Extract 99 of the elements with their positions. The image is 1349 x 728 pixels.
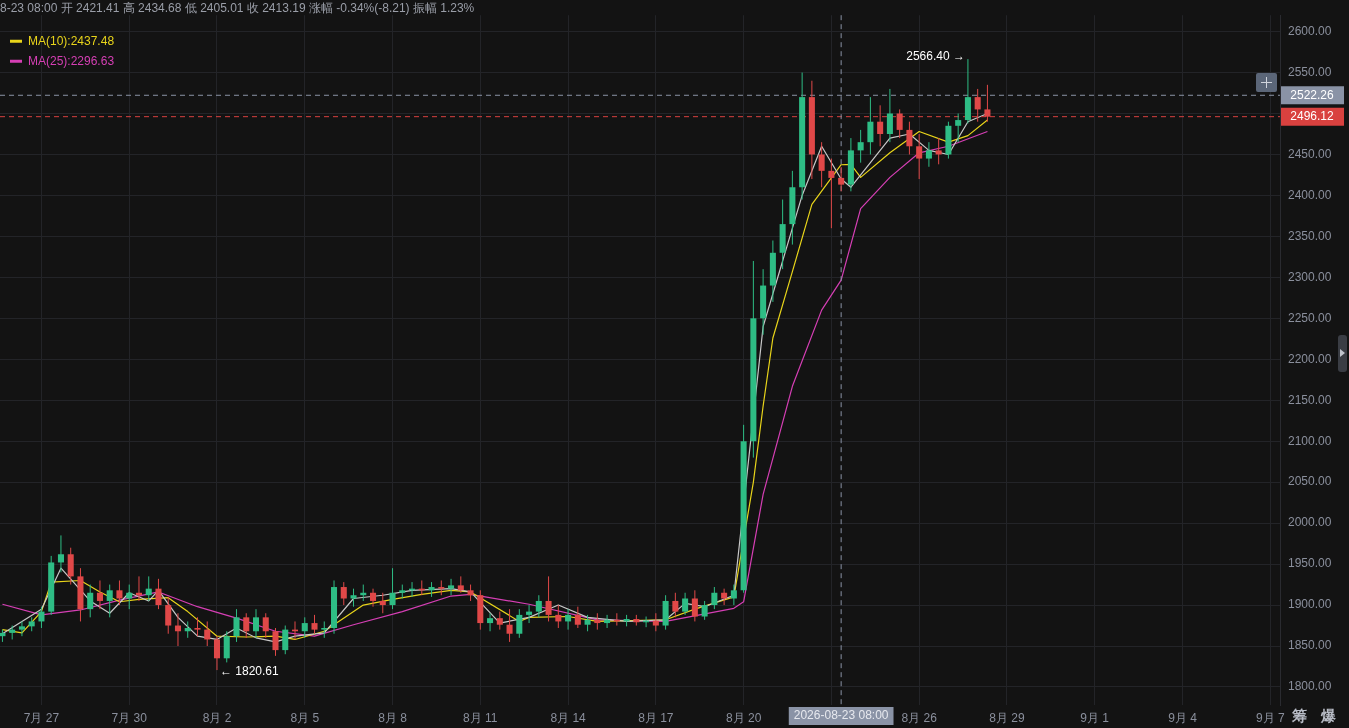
annotation: 2566.40 → <box>906 49 965 64</box>
candlestick <box>204 620 211 647</box>
candlestick <box>262 612 269 639</box>
x-tick-label: 9月 7 <box>1255 710 1285 725</box>
candlestick <box>857 129 864 164</box>
candlestick <box>38 606 45 629</box>
candlestick <box>867 96 874 155</box>
candlestick <box>701 600 708 621</box>
x-tick-label: 8月 26 <box>901 710 938 725</box>
x-tick-label: 8月 14 <box>550 710 587 725</box>
y-tick-label: 2600.00 <box>1288 23 1332 38</box>
candlestick <box>672 592 679 618</box>
y-tick-label: 2000.00 <box>1288 515 1332 530</box>
candlestick <box>574 606 581 629</box>
y-tick-label: 2200.00 <box>1288 351 1332 366</box>
candlestick <box>389 567 396 610</box>
candlestick <box>350 588 357 608</box>
candlestick <box>487 612 494 632</box>
y-tick-label: 2050.00 <box>1288 474 1332 489</box>
text: 筹 爆 <box>1291 707 1341 726</box>
candlestick <box>311 614 318 635</box>
candlestick <box>116 579 123 606</box>
x-tick-label: 8月 29 <box>989 710 1025 725</box>
candlestick <box>87 584 94 618</box>
candlestick <box>67 547 74 586</box>
x-tick-label: 8月 8 <box>378 710 408 725</box>
candlestick <box>555 604 562 629</box>
x-tick-label: 8月 2 <box>202 710 232 725</box>
ref-line-label: 2496.12 <box>1290 109 1335 123</box>
candlestick <box>838 166 845 192</box>
candlestick <box>282 625 289 655</box>
x-tick-label: 8月 17 <box>638 710 674 725</box>
y-tick-label: 2450.00 <box>1288 146 1332 161</box>
x-tick-label: 7月 30 <box>111 710 148 725</box>
candlestick <box>194 616 201 637</box>
candlestick <box>370 588 377 608</box>
candlestick <box>165 596 172 635</box>
candlestick <box>604 614 611 629</box>
candlestick <box>906 121 913 155</box>
candlestick <box>730 584 737 606</box>
y-tick-label: 2150.00 <box>1288 392 1332 407</box>
y-tick-label: 1950.00 <box>1288 556 1332 571</box>
y-tick-label: 2250.00 <box>1288 310 1332 325</box>
text: 8-23 08:00 开 2421.41 高 2434.68 低 2405.01 收 2413.19 涨幅 -0.34%(-8.21) 振幅 1.23% <box>0 0 475 17</box>
y-tick-label: 1850.00 <box>1288 638 1332 653</box>
y-tick-label: 2400.00 <box>1288 187 1332 202</box>
candlestick <box>340 581 347 606</box>
candlestick <box>145 575 152 602</box>
candlestick <box>233 608 240 643</box>
candlestick <box>57 534 64 573</box>
candlestick <box>925 141 932 168</box>
legend-label: MA(25):2296.63 <box>28 53 115 68</box>
candlestick <box>565 608 572 631</box>
candlestick <box>448 578 455 596</box>
candlestick <box>916 133 923 180</box>
candlestick <box>935 137 942 165</box>
candlestick <box>526 604 533 624</box>
candlestick <box>818 141 825 188</box>
y-tick-label: 2100.00 <box>1288 433 1332 448</box>
candlestick <box>272 627 279 657</box>
candlestick <box>252 608 260 639</box>
candlestick <box>96 579 103 610</box>
candlestick <box>964 58 971 124</box>
x-tick-label: 8月 11 <box>463 710 498 725</box>
candlestick <box>379 592 386 614</box>
candlestick <box>223 630 230 663</box>
candlestick <box>955 113 962 143</box>
candlestick <box>243 612 250 639</box>
y-tick-label: 2350.00 <box>1288 228 1332 243</box>
candlestick <box>828 158 835 229</box>
candlestick <box>545 575 552 622</box>
candlestick <box>155 578 162 610</box>
y-tick-label: 1900.00 <box>1288 597 1332 612</box>
x-tick-label: 9月 1 <box>1080 710 1110 725</box>
ref-line-label: 2026-08-23 08:00 <box>793 708 889 723</box>
candlestick <box>652 612 659 632</box>
x-tick-label: 7月 27 <box>23 710 60 725</box>
candlestick <box>535 594 542 618</box>
x-tick-label: 9月 4 <box>1168 710 1198 725</box>
candlestick <box>496 611 503 631</box>
ref-line-label: 2522.26 <box>1290 87 1335 102</box>
y-tick-label: 2300.00 <box>1288 269 1332 284</box>
x-tick-label: 8月 5 <box>290 710 320 725</box>
candlestick <box>321 620 328 639</box>
x-tick-label: 8月 20 <box>725 710 762 725</box>
candlestick <box>691 589 698 622</box>
candlestick <box>301 616 308 639</box>
candlestick <box>213 635 221 671</box>
candlestick <box>682 592 689 616</box>
candlestick <box>711 586 718 610</box>
candlestick <box>18 620 25 637</box>
candlestick <box>506 608 513 643</box>
legend-label: MA(10):2437.48 <box>28 33 115 48</box>
candlestick <box>106 584 113 618</box>
annotation: ← 1820.61 <box>219 664 280 679</box>
y-tick-label: 2550.00 <box>1288 64 1332 79</box>
y-tick-label: 1800.00 <box>1288 679 1332 694</box>
candlestick <box>886 88 893 143</box>
candlestick <box>516 608 523 639</box>
